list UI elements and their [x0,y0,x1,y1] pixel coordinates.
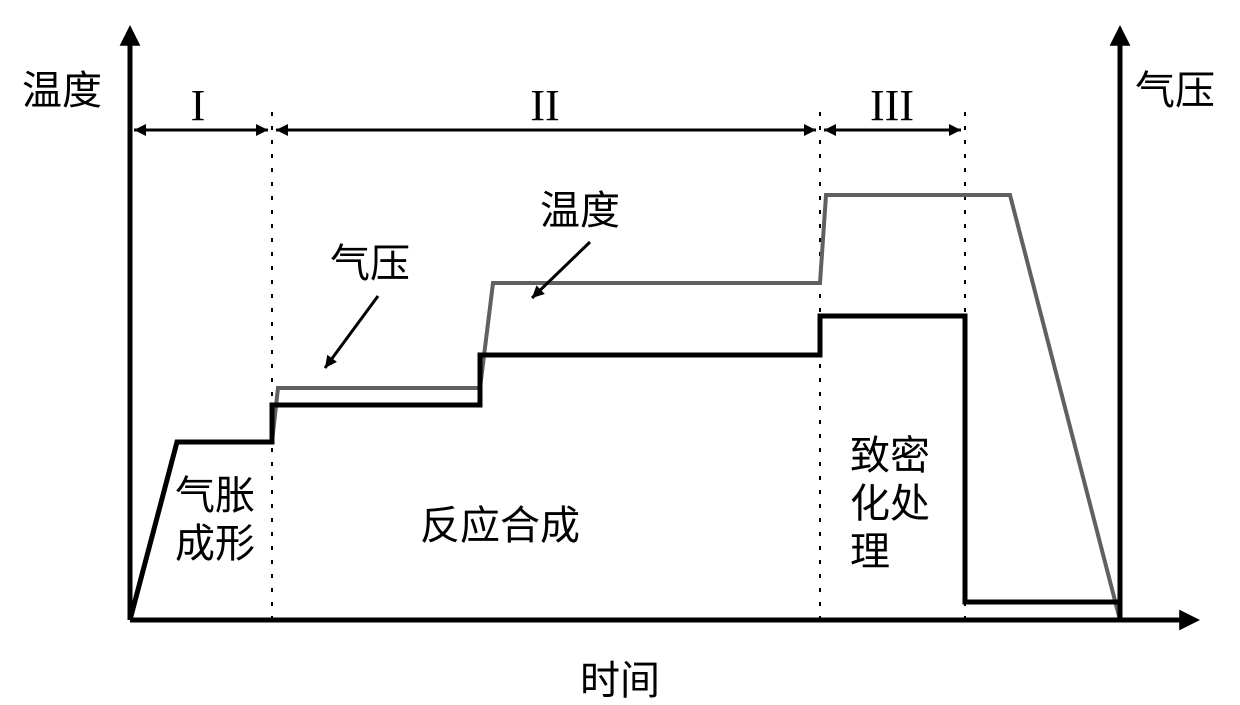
phase-label-2: II [530,81,559,130]
curves [130,195,1120,620]
pressure-curve-label: 气压 [330,241,410,286]
region-labels: 气胀成形 反应合成 致密化处理 [175,433,930,574]
y-left-axis-label: 温度 [22,68,102,113]
region-label-5: 理 [850,529,890,574]
curve-annotations: 气压 温度 [325,188,620,368]
region-label-0: 气胀 [175,473,255,518]
temperature-curve-label: 温度 [540,188,620,233]
phase-header: IIIIII [134,81,961,136]
y-right-axis-label: 气压 [1135,68,1215,113]
region-label-2: 反应合成 [420,503,580,548]
region-label-1: 成形 [175,521,255,566]
phase-label-1: I [191,81,206,130]
region-label-3: 致密 [850,433,930,478]
process-diagram: 温度气压时间IIIIII气压温度气胀成形反应合成致密化处理 [0,0,1240,705]
region-label-4: 化处 [850,481,930,526]
x-axis-label: 时间 [580,658,660,703]
phase-label-3: III [870,81,914,130]
